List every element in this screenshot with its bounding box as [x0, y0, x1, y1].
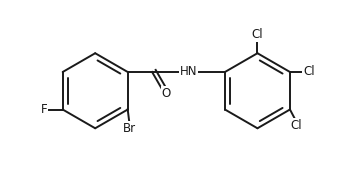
Text: Br: Br	[123, 122, 136, 135]
Text: Cl: Cl	[303, 65, 315, 78]
Text: O: O	[161, 87, 171, 100]
Text: Cl: Cl	[252, 28, 263, 41]
Text: HN: HN	[180, 65, 197, 78]
Text: F: F	[40, 103, 47, 116]
Text: Cl: Cl	[291, 119, 303, 132]
